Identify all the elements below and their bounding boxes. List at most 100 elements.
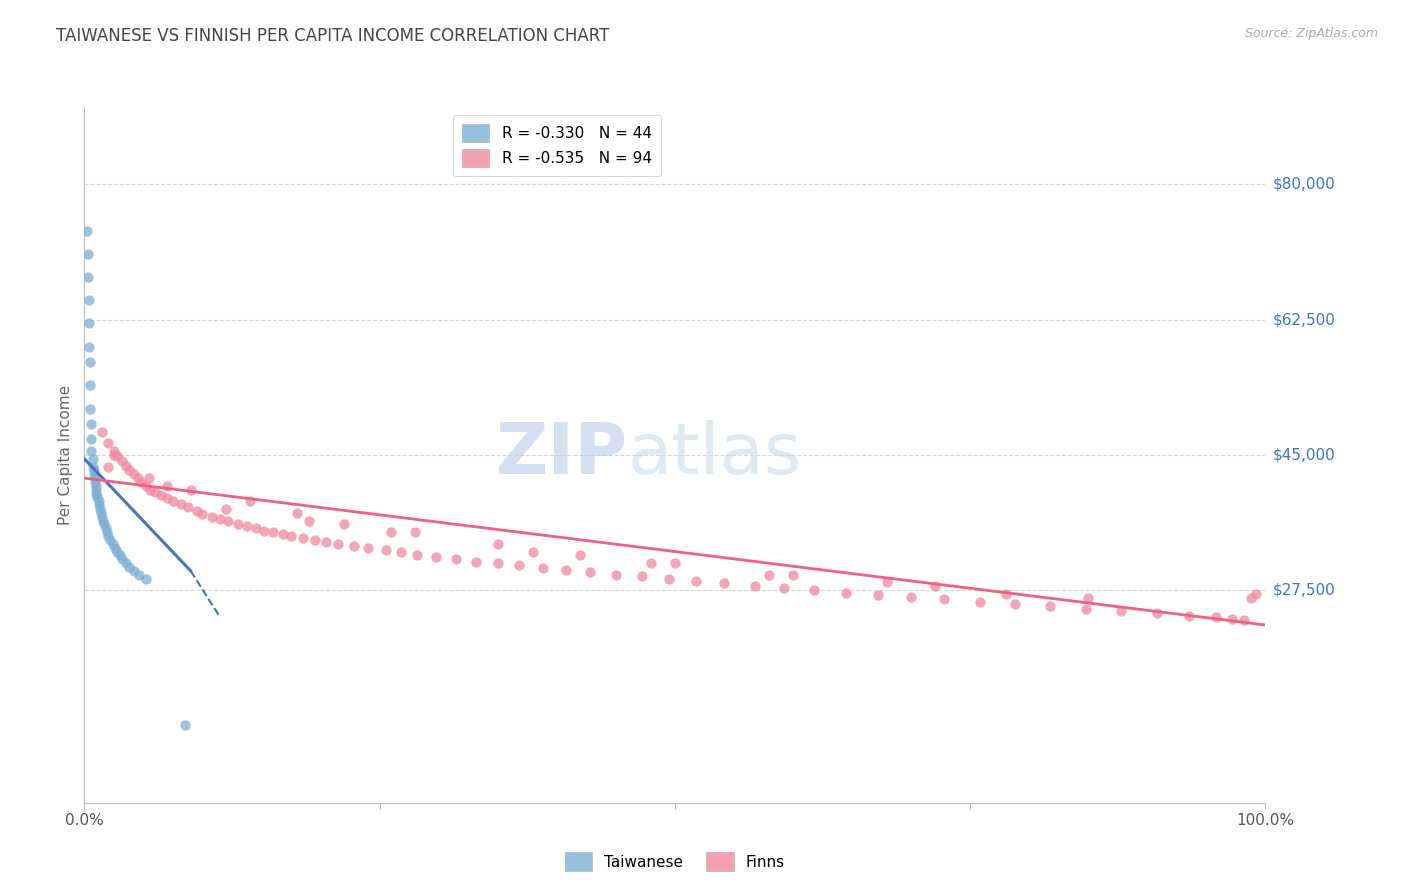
Point <box>143 485 166 500</box>
Point <box>94 521 117 535</box>
Point <box>128 567 150 582</box>
Point <box>315 534 337 549</box>
Point <box>114 556 136 570</box>
Point <box>630 569 652 583</box>
Point <box>298 514 321 528</box>
Point <box>80 444 103 458</box>
Point <box>569 549 592 563</box>
Point <box>156 491 179 506</box>
Point <box>522 544 544 558</box>
Point <box>170 497 193 511</box>
Text: atlas: atlas <box>627 420 801 490</box>
Point <box>1111 604 1133 618</box>
Point <box>77 317 100 331</box>
Point <box>280 529 302 543</box>
Point <box>84 483 107 497</box>
Point <box>924 579 946 593</box>
Point <box>236 519 259 533</box>
Point <box>209 512 232 526</box>
Point <box>531 561 554 575</box>
Point <box>90 506 112 520</box>
Point <box>108 549 131 563</box>
Point <box>191 507 214 521</box>
Point <box>93 517 115 532</box>
Point <box>77 340 100 354</box>
Point <box>486 556 509 570</box>
Point <box>934 592 956 607</box>
Point <box>579 566 602 580</box>
Point <box>201 509 224 524</box>
Point <box>156 479 179 493</box>
Point <box>139 483 162 497</box>
Point <box>186 503 208 517</box>
Point <box>425 549 447 564</box>
Point <box>605 567 627 582</box>
Point <box>508 558 530 573</box>
Text: $27,500: $27,500 <box>1272 582 1336 598</box>
Point <box>1205 610 1227 624</box>
Point <box>77 293 100 308</box>
Point <box>104 541 127 555</box>
Point <box>91 514 114 528</box>
Point <box>122 467 145 482</box>
Point <box>328 537 350 551</box>
Point <box>79 355 101 369</box>
Point <box>758 567 780 582</box>
Point <box>1233 613 1256 627</box>
Point <box>82 459 104 474</box>
Point <box>79 401 101 416</box>
Point <box>86 491 108 505</box>
Point <box>89 502 111 516</box>
Point <box>107 544 129 558</box>
Point <box>1220 612 1243 626</box>
Point <box>98 533 121 547</box>
Point <box>262 525 284 540</box>
Point <box>97 436 120 450</box>
Text: $80,000: $80,000 <box>1272 177 1336 192</box>
Point <box>1074 601 1097 615</box>
Point <box>111 454 134 468</box>
Point <box>744 578 766 592</box>
Point <box>253 524 276 538</box>
Point <box>173 718 195 732</box>
Point <box>713 576 735 591</box>
Point <box>374 543 396 558</box>
Point <box>685 574 707 588</box>
Point <box>1004 597 1026 611</box>
Point <box>1244 587 1267 601</box>
Point <box>80 433 103 447</box>
Text: TAIWANESE VS FINNISH PER CAPITA INCOME CORRELATION CHART: TAIWANESE VS FINNISH PER CAPITA INCOME C… <box>56 27 610 45</box>
Point <box>406 548 429 562</box>
Point <box>343 539 366 553</box>
Point <box>91 509 114 524</box>
Point <box>640 556 662 570</box>
Point <box>96 525 118 540</box>
Point <box>84 479 107 493</box>
Point <box>1146 607 1168 621</box>
Point <box>118 463 141 477</box>
Point <box>291 532 314 546</box>
Point <box>465 555 488 569</box>
Point <box>77 247 100 261</box>
Point <box>84 475 107 489</box>
Point <box>285 506 308 520</box>
Point <box>333 517 356 532</box>
Point <box>357 541 380 555</box>
Point <box>82 451 104 466</box>
Point <box>866 588 889 602</box>
Point <box>226 516 249 531</box>
Point <box>900 590 922 604</box>
Point <box>217 515 239 529</box>
Point <box>97 529 120 543</box>
Point <box>664 556 686 570</box>
Point <box>135 479 157 493</box>
Point <box>138 471 160 485</box>
Point <box>304 533 326 547</box>
Point <box>404 525 426 540</box>
Point <box>87 498 110 512</box>
Point <box>239 494 262 508</box>
Text: Source: ZipAtlas.com: Source: ZipAtlas.com <box>1244 27 1378 40</box>
Point <box>177 500 200 515</box>
Point <box>83 463 105 477</box>
Point <box>122 564 145 578</box>
